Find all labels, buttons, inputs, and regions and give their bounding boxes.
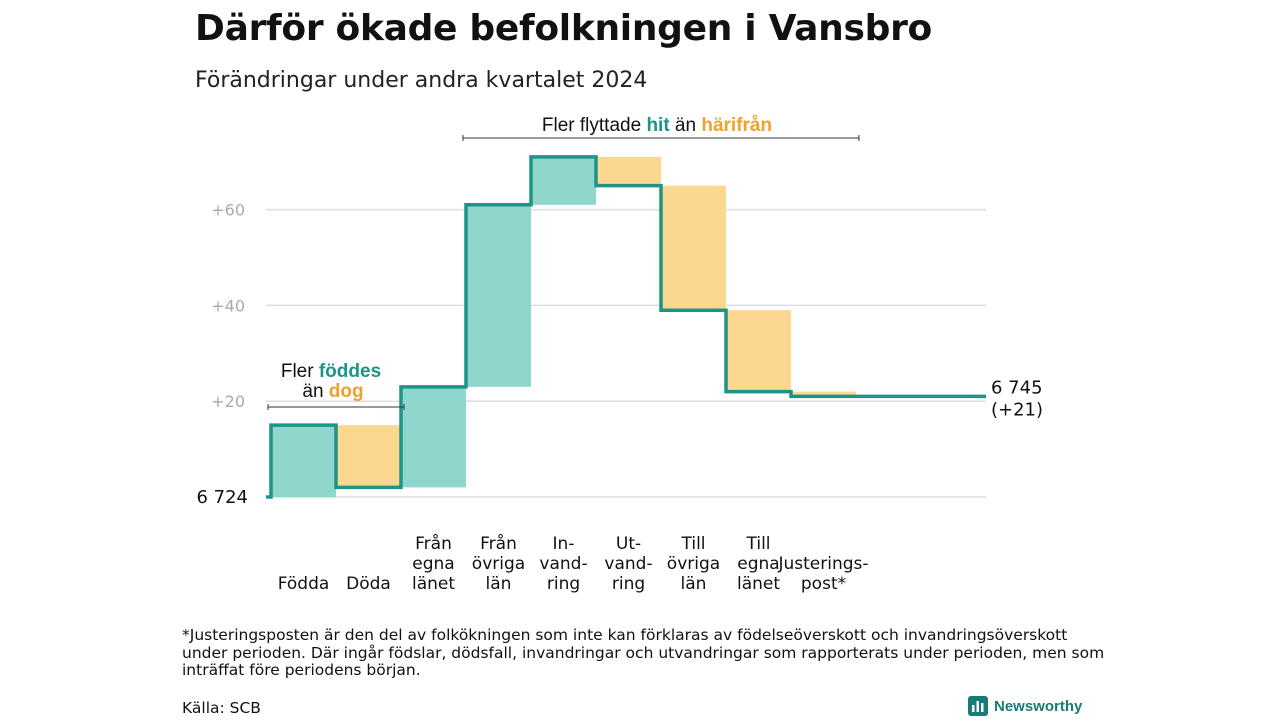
births-annotation: Fler föddes: [281, 361, 381, 382]
y-tick-label: +20: [211, 392, 245, 411]
category-label: Födda: [278, 574, 330, 594]
footnote: *Justeringsposten är den del av folkökni…: [182, 626, 1105, 679]
category-label: Justerings-post*: [777, 554, 868, 594]
moves-annotation: Fler flyttade hit än härifrån: [542, 115, 772, 136]
category-label-line: ring: [547, 574, 580, 594]
category-label-line: egna: [412, 554, 454, 574]
births-annotation-line2-part: än: [302, 381, 328, 402]
chart-title: Därför ökade befolkningen i Vansbro: [195, 8, 932, 49]
waterfall-bar: [791, 391, 856, 397]
source-credit: Källa: SCB: [182, 699, 261, 717]
category-label: Till egna länet: [737, 534, 780, 594]
category-label: Till övriga län: [667, 534, 720, 594]
category-label-line: Döda: [346, 574, 391, 594]
category-label-line: Födda: [278, 574, 330, 594]
category-label-line: post*: [801, 574, 846, 594]
category-label-line: länet: [412, 574, 455, 594]
newsworthy-chart-icon: [968, 696, 988, 716]
brand-logo: Newsworthy: [968, 696, 1082, 716]
category-label-line: In-: [553, 534, 575, 554]
births-annotation-part: föddes: [319, 361, 381, 382]
category-label-line: län: [681, 574, 707, 594]
category-label-line: Till: [680, 534, 705, 554]
category-label-line: ring: [612, 574, 645, 594]
end-change-label: (+21): [991, 399, 1043, 420]
births-annotation-line2-part: dog: [329, 381, 364, 402]
category-label-line: länet: [737, 574, 780, 594]
waterfall-bar: [531, 156, 596, 205]
waterfall-bar: [726, 310, 791, 392]
brand-name: Newsworthy: [994, 697, 1083, 715]
category-label: Ut-vand-ring: [604, 534, 652, 594]
y-tick-label: +60: [211, 201, 245, 220]
moves-annotation-part: hit: [646, 115, 670, 136]
end-value-label: 6 745: [991, 377, 1043, 398]
category-label-line: övriga: [667, 554, 720, 574]
category-label: Döda: [346, 574, 391, 594]
y-tick-label: +40: [211, 296, 245, 315]
category-label: Från övriga län: [472, 533, 525, 594]
moves-annotation-part: än: [670, 115, 702, 136]
category-label-line: Ut-: [616, 534, 641, 554]
category-label: Från egna länet: [412, 533, 455, 594]
category-label-line: Från: [480, 533, 517, 554]
moves-annotation-part: härifrån: [701, 115, 772, 136]
category-label-line: Till: [745, 534, 770, 554]
waterfall-bar: [661, 185, 726, 311]
category-label-line: Justerings-: [777, 554, 868, 574]
start-value-label: 6 724: [196, 487, 248, 508]
category-label: In-vand-ring: [539, 534, 587, 594]
waterfall-bar: [336, 425, 401, 488]
waterfall-bar: [271, 425, 336, 497]
category-label-line: län: [486, 574, 512, 594]
chart-subtitle: Förändringar under andra kvartalet 2024: [195, 68, 648, 93]
category-label-line: övriga: [472, 554, 525, 574]
category-label-line: vand-: [604, 554, 652, 574]
births-annotation-part: Fler: [281, 361, 319, 382]
waterfall-bar: [466, 204, 531, 387]
running-total-line: [266, 155, 986, 499]
waterfall-bar: [401, 386, 466, 488]
births-annotation-line2: än dog: [302, 381, 363, 402]
waterfall-bar: [596, 156, 661, 186]
category-label-line: Från: [415, 533, 452, 554]
moves-annotation-part: Fler flyttade: [542, 115, 647, 136]
category-label-line: vand-: [539, 554, 587, 574]
category-label-line: egna: [737, 554, 779, 574]
